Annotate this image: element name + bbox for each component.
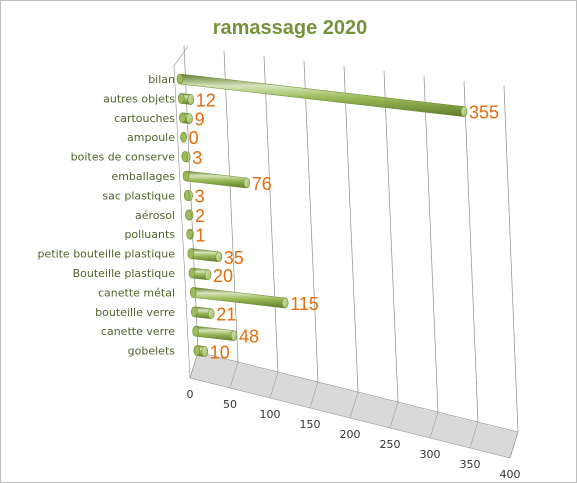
x-tick-label: 200 <box>340 428 361 441</box>
gridline <box>383 70 399 403</box>
data-label: 76 <box>252 174 272 194</box>
data-label: 0 <box>189 128 199 148</box>
data-label: 9 <box>195 110 205 130</box>
bar-cap <box>204 269 212 281</box>
category-label: petite bouteille plastique <box>38 248 176 261</box>
bar-base <box>181 151 189 162</box>
data-label: 3 <box>192 148 202 168</box>
bar-base <box>192 325 199 337</box>
gridline <box>343 65 359 393</box>
category-label: Bouteille plastique <box>73 267 176 280</box>
bar <box>192 287 286 309</box>
bar-base <box>193 345 201 356</box>
bar-base <box>191 306 198 318</box>
category-label: autres objets <box>103 92 175 105</box>
floor-gridline <box>429 411 439 439</box>
bar-base <box>183 190 191 201</box>
category-label: bilan <box>148 73 175 86</box>
gridline <box>503 85 519 433</box>
x-tick-label: 350 <box>460 458 481 471</box>
bar <box>179 73 465 117</box>
bar-base <box>180 131 187 143</box>
category-label: polluants <box>124 228 175 241</box>
bar-base <box>188 267 196 279</box>
bar <box>190 248 220 263</box>
data-label: 3 <box>195 187 205 207</box>
data-label: 20 <box>213 266 233 286</box>
data-label: 35 <box>224 248 244 268</box>
gridline <box>263 55 279 373</box>
gridline <box>223 50 239 363</box>
x-tick-label: 50 <box>223 398 237 411</box>
bar-cap <box>207 308 215 320</box>
bar-cap <box>201 346 209 357</box>
gridline <box>423 75 439 413</box>
floor-gridline <box>389 401 399 429</box>
gridline <box>303 60 319 383</box>
floor-gridline <box>469 421 479 449</box>
bars <box>176 73 468 357</box>
gridline <box>463 80 479 423</box>
x-tick-label: 400 <box>500 468 521 481</box>
x-tick-label: 0 <box>187 388 194 401</box>
category-label: ampoule <box>127 131 175 144</box>
x-tick-label: 250 <box>380 438 401 451</box>
floor-gridline <box>309 381 319 409</box>
floor-gridline <box>349 391 359 419</box>
floor-gridline <box>189 351 199 379</box>
bar-cap <box>243 177 251 189</box>
x-tick-label: 100 <box>260 408 281 421</box>
category-label: cartouches <box>114 112 175 125</box>
data-label: 355 <box>469 103 499 123</box>
data-label: 115 <box>290 294 319 314</box>
bar-cap <box>281 297 289 309</box>
bar <box>195 325 235 341</box>
x-tick-label: 150 <box>300 418 321 431</box>
left-wall <box>173 45 191 379</box>
data-label: 2 <box>195 206 205 226</box>
bar-cap <box>215 251 223 263</box>
data-label: 21 <box>216 305 236 325</box>
bar-base <box>185 209 192 221</box>
category-label: boites de conserve <box>71 151 176 164</box>
x-axis-ticks: 0 50 100 150 200 250 300 350 400 <box>187 388 521 481</box>
data-label: 48 <box>239 327 259 347</box>
bar-cap <box>230 330 238 341</box>
floor-gridline <box>229 361 239 389</box>
category-labels: bilan autres objets cartouches ampoule boite… <box>38 73 176 358</box>
category-label: gobelets <box>128 345 176 358</box>
gridlines <box>183 45 519 459</box>
bar-cap <box>187 94 195 105</box>
bar-base <box>179 112 186 124</box>
category-label: bouteille verre <box>95 306 175 319</box>
category-label: aérosol <box>135 209 175 222</box>
category-label: sac plastique <box>102 189 175 202</box>
data-label: 1 <box>195 225 205 245</box>
bar-cap <box>186 113 193 124</box>
data-label: 10 <box>210 343 230 363</box>
bar-cap <box>460 106 468 117</box>
bar-base <box>182 170 190 182</box>
bar-base <box>177 93 185 104</box>
bar-base <box>189 287 197 298</box>
category-label: canette métal <box>98 286 175 299</box>
floor-gridline <box>509 431 519 459</box>
category-label: canette verre <box>101 325 175 338</box>
bar-base <box>187 248 195 259</box>
chart-title: ramassage 2020 <box>213 17 368 39</box>
category-label: emballages <box>111 170 175 183</box>
floor-gridline <box>269 371 279 399</box>
x-tick-label: 300 <box>420 448 441 461</box>
data-label: 12 <box>196 91 216 111</box>
bar <box>185 170 248 189</box>
bar-base <box>186 228 193 240</box>
bar-base <box>176 73 184 85</box>
